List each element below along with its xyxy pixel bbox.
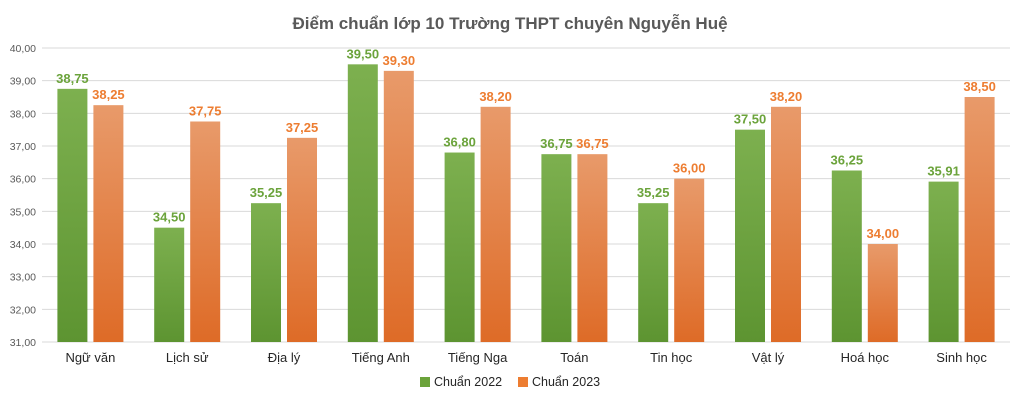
x-tick-label: Tiếng Nga [448,350,508,365]
data-label: 36,00 [673,161,706,176]
x-tick-label: Sinh học [936,350,987,365]
bar-2022 [638,203,669,342]
bar-2022 [735,129,765,342]
data-label: 37,25 [286,120,319,135]
data-label: 36,80 [443,135,476,150]
legend-swatch [518,377,528,387]
data-label: 39,30 [383,53,416,68]
data-label: 37,50 [734,112,767,127]
data-label: 38,25 [92,87,125,102]
bar-2023 [771,106,801,342]
data-label: 38,50 [963,79,996,94]
data-label: 38,75 [56,71,89,86]
data-label: 34,00 [867,226,900,241]
x-tick-label: Địa lý [268,350,301,365]
bar-2022 [444,152,475,342]
data-label: 36,75 [576,136,609,151]
bar-2023 [577,154,608,342]
data-label: 35,91 [927,164,960,179]
y-tick-label: 36,00 [10,174,36,186]
bar-2023 [93,105,124,343]
x-tick-label: Vật lý [752,350,785,365]
y-tick-label: 39,00 [10,76,36,88]
y-tick-label: 33,00 [10,272,36,284]
legend-label: Chuẩn 2023 [532,375,600,389]
data-label: 38,20 [770,89,803,104]
bar-2023 [287,137,317,342]
bar-2022 [57,88,88,342]
x-axis: Ngữ văn Lịch sử Địa lý Tiếng Anh Tiếng Nga To… [65,350,987,365]
x-tick-label: Toán [560,350,588,365]
x-tick-label: Hoá học [841,350,890,365]
x-tick-label: Ngữ văn [65,350,115,365]
y-tick-label: 32,00 [10,304,36,316]
gridlines [42,47,1010,343]
y-tick-label: 38,00 [10,108,36,120]
x-tick-label: Tiếng Anh [352,350,410,365]
bar-2022 [154,227,185,342]
x-tick-label: Tin học [650,350,693,365]
bar-2023 [674,178,705,342]
y-tick-label: 35,00 [10,206,36,218]
bar-2022 [928,181,959,342]
y-axis: 31,00 32,00 33,00 34,00 35,00 36,00 37,00 38,00… [10,43,36,349]
data-label: 34,50 [153,210,186,225]
y-tick-label: 37,00 [10,141,36,153]
y-tick-label: 40,00 [10,43,36,55]
bar-2022 [251,203,281,342]
data-label: 37,75 [189,104,222,119]
x-tick-label: Lịch sử [166,350,209,365]
bar-2023 [190,121,221,342]
legend-label: Chuẩn 2022 [434,375,502,389]
bars [57,64,995,343]
bar-2022 [541,154,572,342]
chart-title: Điểm chuẩn lớp 10 Trường THPT chuyên Ngu… [292,14,727,33]
legend: Chuẩn 2022 Chuẩn 2023 [420,375,600,389]
data-label: 38,20 [479,89,512,104]
data-label: 36,25 [831,153,864,168]
y-tick-label: 34,00 [10,239,36,251]
bar-2023 [964,97,995,342]
data-label: 35,25 [250,185,283,200]
data-label: 39,50 [347,46,380,61]
bar-2023 [480,106,511,342]
bar-2023 [383,70,414,342]
data-label: 36,75 [540,136,573,151]
bar-2022 [831,170,862,342]
bar-2022 [347,64,378,342]
bar-2023 [867,244,898,342]
legend-swatch [420,377,430,387]
y-tick-label: 31,00 [10,337,36,349]
data-label: 35,25 [637,185,670,200]
